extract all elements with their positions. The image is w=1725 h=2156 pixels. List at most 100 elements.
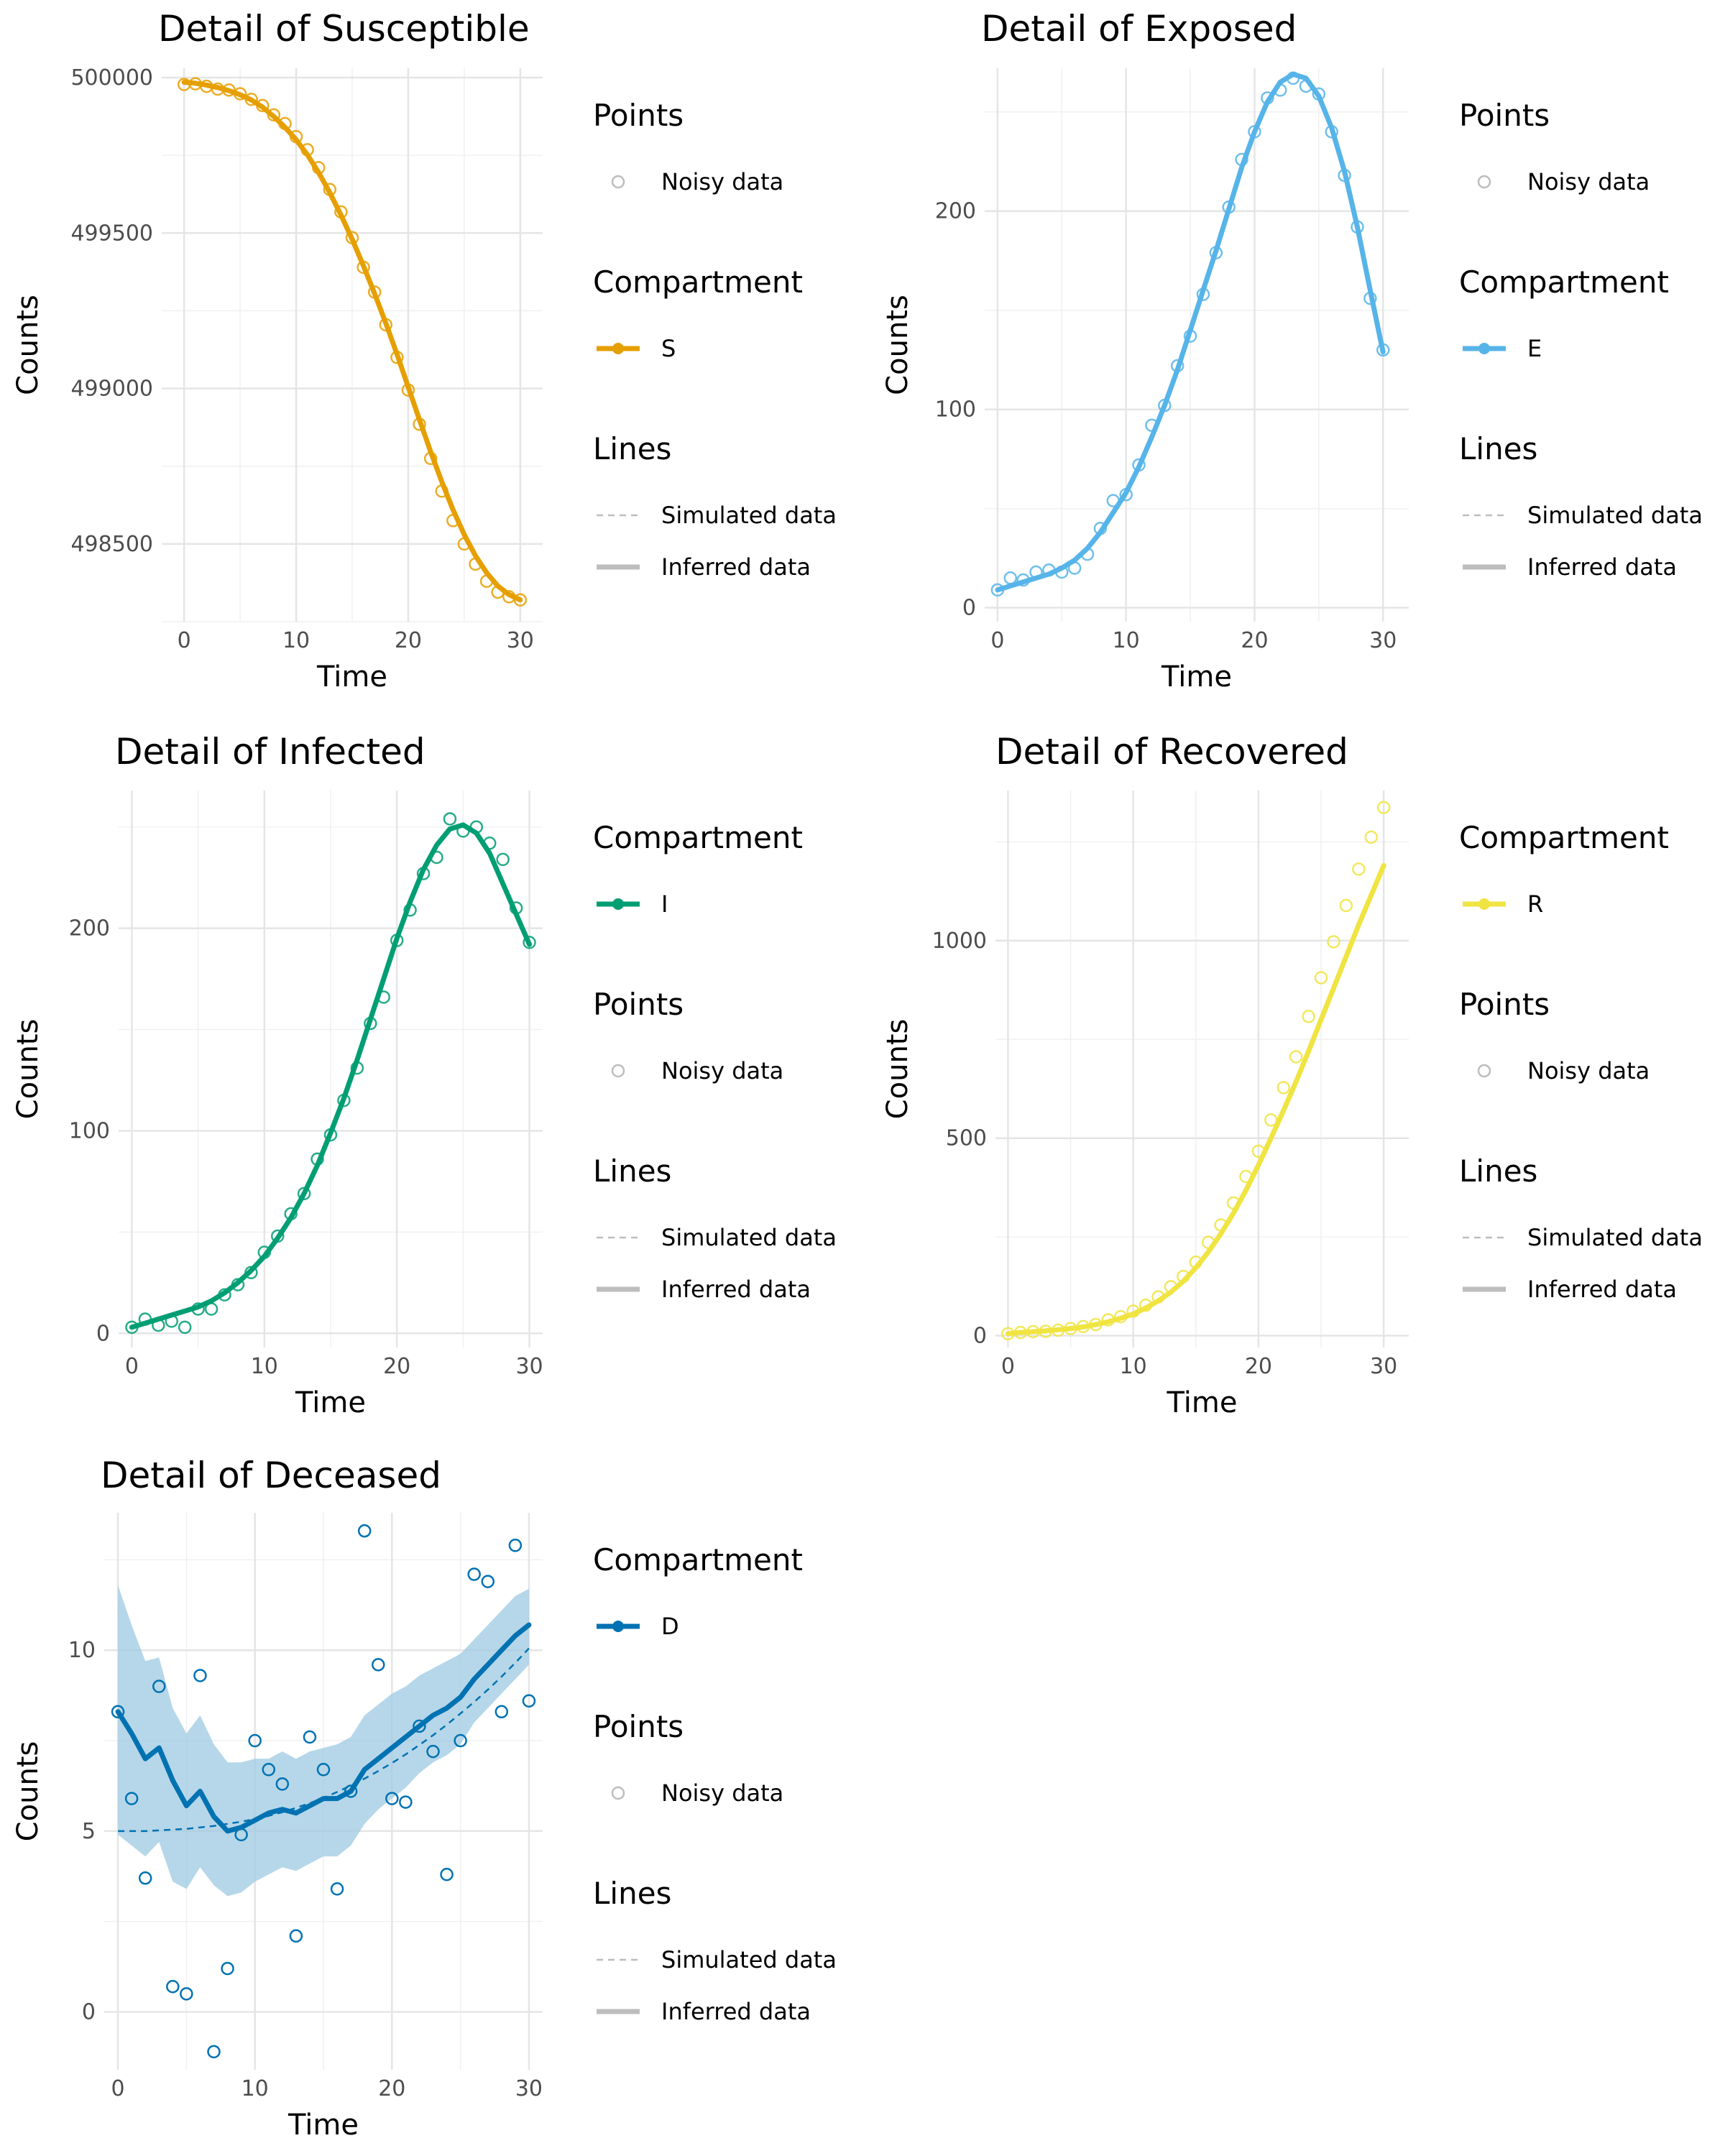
noisy-data-point <box>440 1867 454 1881</box>
noisy-data-point <box>423 451 438 466</box>
noisy-data-point <box>1064 1322 1077 1335</box>
legend-key-noisy <box>611 1786 625 1800</box>
chart-title: Detail of Infected <box>115 731 426 773</box>
noisy-data-point <box>1327 935 1340 949</box>
legend-label-noisy: Noisy data <box>661 1057 783 1084</box>
noisy-data-point <box>401 383 415 397</box>
noisy-data-point <box>1076 1319 1090 1334</box>
noisy-data-point <box>1080 547 1095 561</box>
noisy-data-point <box>310 1152 324 1166</box>
y-tick-label: 499500 <box>70 221 153 246</box>
noisy-data-point <box>1132 458 1146 472</box>
y-axis-label: Counts <box>12 1019 45 1120</box>
noisy-data-point <box>469 820 484 834</box>
noisy-data-point <box>323 183 337 196</box>
noisy-data-point <box>221 1961 234 1976</box>
legend-title-points: Points <box>1459 98 1550 133</box>
noisy-data-point <box>256 98 270 113</box>
y-axis-label: Counts <box>12 295 45 395</box>
noisy-data-point <box>1067 561 1082 575</box>
noisy-data-point <box>372 1658 385 1672</box>
noisy-data-point <box>193 1669 207 1682</box>
noisy-data-point <box>257 1245 272 1259</box>
noisy-data-point <box>1226 1196 1241 1210</box>
noisy-data-point <box>481 1575 494 1588</box>
noisy-data-point <box>166 1980 180 1994</box>
noisy-data-point <box>350 1061 364 1075</box>
x-tick-label: 0 <box>178 628 191 653</box>
chart-panel-1: 0 10 20 30 498500 499000 499500 500000 Time Count… <box>12 8 837 694</box>
x-tick-label: 30 <box>507 628 534 653</box>
noisy-data-point <box>508 1539 523 1552</box>
y-tick-label: 10 <box>68 1638 96 1663</box>
chart-panel-5: 0 10 20 30 0 5 10 Time Counts Detail of Deceased C… <box>12 1455 837 2142</box>
y-tick-label: 100 <box>69 1118 110 1143</box>
y-axis-label: Counts <box>881 1019 914 1120</box>
noisy-data-point <box>1042 563 1056 577</box>
noisy-data-point <box>443 812 457 826</box>
noisy-data-point <box>289 129 303 144</box>
legend-label-compartment: E <box>1527 335 1542 362</box>
y-tick-label: 500000 <box>70 65 153 91</box>
noisy-data-point <box>1189 1256 1203 1269</box>
x-tick-label: 20 <box>383 1354 410 1379</box>
x-axis-label: Time <box>316 660 387 694</box>
legend-title-compartment: Compartment <box>1459 264 1669 300</box>
noisy-data-point <box>1170 359 1184 373</box>
noisy-data-point <box>1177 1269 1190 1284</box>
legend-key-point <box>1478 898 1490 910</box>
noisy-data-point <box>379 318 393 332</box>
noisy-data-point <box>1351 220 1364 234</box>
noisy-data-point <box>218 1288 231 1302</box>
noisy-data-point <box>1289 1050 1303 1064</box>
chart-title: Detail of Recovered <box>995 731 1348 773</box>
legend-title-lines: Lines <box>1459 1153 1537 1189</box>
noisy-data-point <box>267 108 281 122</box>
noisy-data-point <box>278 116 292 131</box>
legend-label-noisy: Noisy data <box>1527 168 1650 195</box>
noisy-data-point <box>454 1733 467 1748</box>
noisy-data-point <box>1338 168 1351 183</box>
noisy-data-point <box>1251 1144 1266 1158</box>
legend-label-noisy: Noisy data <box>661 168 783 195</box>
noisy-data-point <box>377 990 390 1004</box>
noisy-data-point <box>1261 91 1274 105</box>
legend-key-point <box>1478 343 1490 354</box>
y-axis-label: Counts <box>881 295 914 395</box>
legend-label-inferred: Inferred data <box>661 553 811 581</box>
noisy-data-point <box>1325 125 1338 139</box>
noisy-data-point <box>1093 522 1108 535</box>
noisy-data-point <box>125 1320 139 1335</box>
x-tick-label: 20 <box>1241 628 1268 653</box>
noisy-data-point <box>1101 1313 1116 1327</box>
noisy-data-point <box>364 1016 377 1031</box>
noisy-data-point <box>1138 1298 1153 1312</box>
legend-label-inferred: Inferred data <box>1527 553 1677 581</box>
noisy-data-point <box>262 1763 275 1777</box>
noisy-data-point <box>494 1705 509 1719</box>
noisy-data-point <box>1013 1325 1028 1340</box>
x-tick-label: 10 <box>251 1354 278 1379</box>
legend-key-point <box>612 898 624 910</box>
noisy-data-point <box>337 1093 351 1107</box>
legend-label-noisy: Noisy data <box>1527 1057 1650 1084</box>
noisy-data-point <box>513 593 528 607</box>
grid <box>985 68 1409 622</box>
noisy-data-point <box>1119 488 1133 502</box>
inferred-line <box>181 80 523 603</box>
noisy-data-point <box>234 1828 248 1842</box>
x-tick-label: 30 <box>1369 628 1397 653</box>
x-tick-label: 30 <box>1370 1354 1397 1379</box>
noisy-data-point <box>1376 343 1390 357</box>
grid <box>119 791 543 1348</box>
legend-key-noisy <box>611 175 625 189</box>
noisy-data-point <box>1158 398 1172 413</box>
noisy-data-point <box>390 351 404 364</box>
x-axis-label: Time <box>288 2109 359 2142</box>
noisy-data-point <box>1264 1113 1278 1127</box>
y-tick-label: 1000 <box>932 929 987 954</box>
legend-label-inferred: Inferred data <box>661 1276 811 1303</box>
legend-title-compartment: Compartment <box>1459 820 1669 855</box>
legend-label-compartment: D <box>661 1613 679 1640</box>
noisy-data-point <box>469 557 482 571</box>
